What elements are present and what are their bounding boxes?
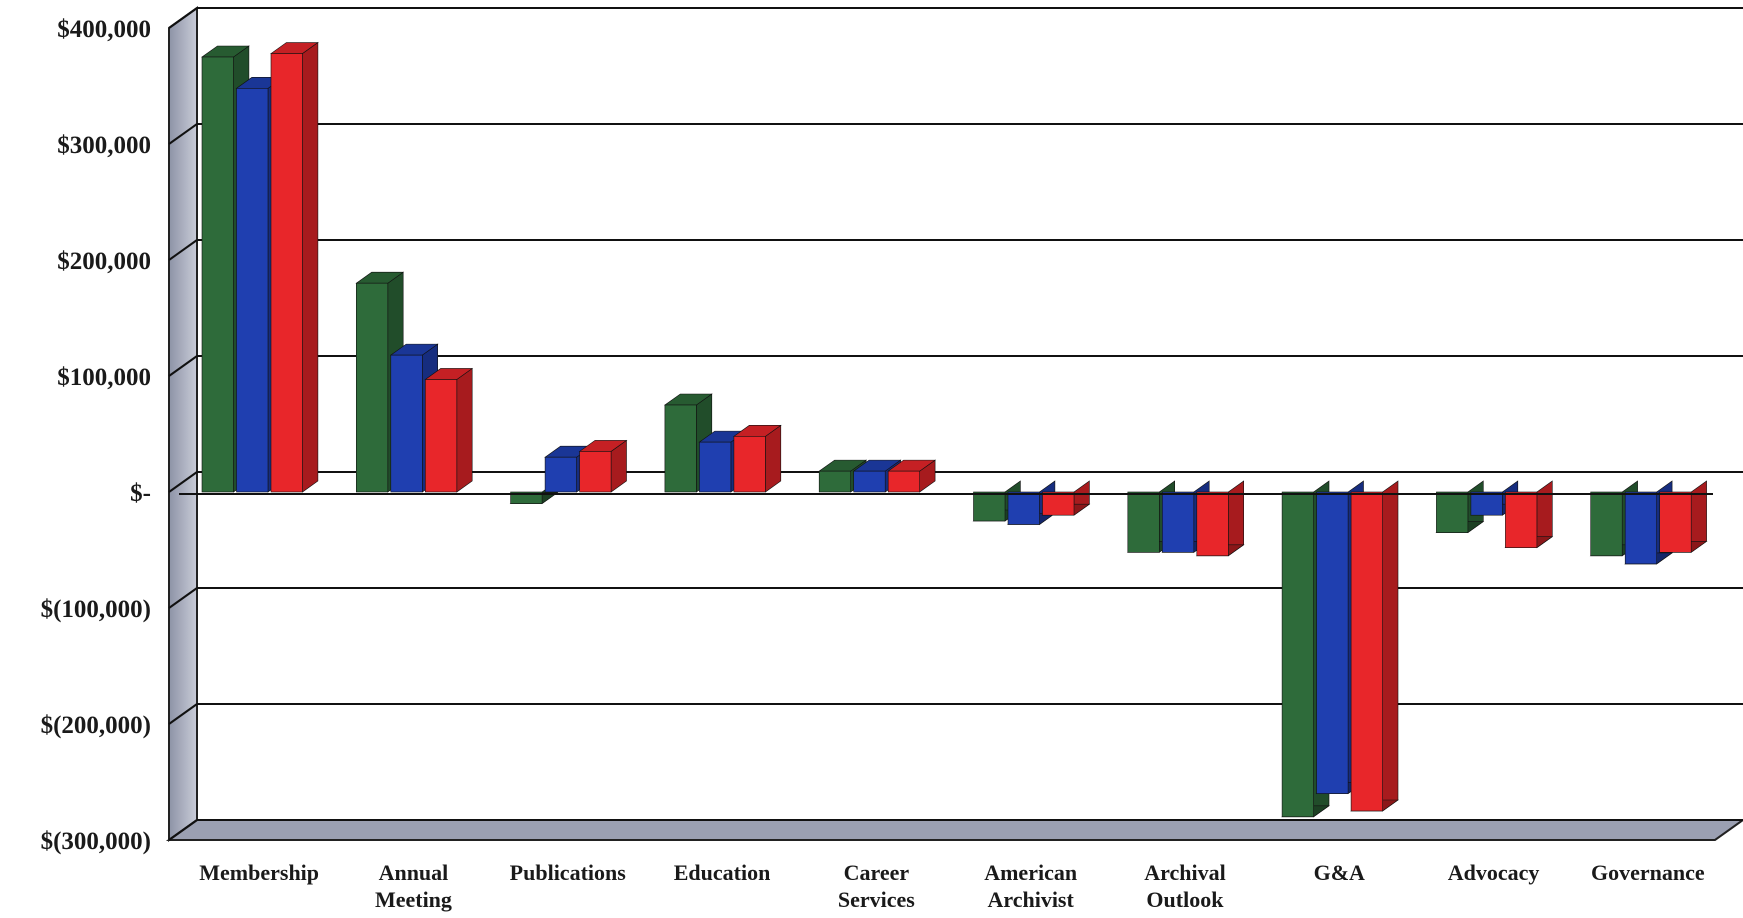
bar — [424, 367, 474, 493]
bar-front — [887, 470, 921, 493]
bar-front — [1350, 491, 1383, 812]
bar-front — [390, 354, 423, 493]
bar-front — [699, 441, 732, 493]
y-tick-label: $400,000 — [57, 16, 151, 43]
bar-side — [302, 41, 319, 493]
bar-front — [818, 470, 852, 493]
bar-front — [1590, 491, 1623, 557]
bar-front — [1281, 491, 1314, 818]
x-tick-label: Outlook — [1146, 887, 1224, 912]
bar — [578, 439, 628, 493]
x-tick-label: Education — [674, 860, 771, 885]
bar — [1504, 480, 1554, 549]
bar-front — [1624, 491, 1657, 565]
bar-front — [1162, 491, 1195, 553]
x-tick-label: G&A — [1314, 860, 1365, 885]
x-tick-label: Services — [838, 887, 915, 912]
wall-gridline — [168, 355, 198, 377]
bar-side — [1382, 480, 1399, 812]
bar-front — [579, 451, 612, 493]
bar — [1041, 480, 1091, 516]
x-tick-label: Meeting — [375, 887, 452, 912]
bar-side — [765, 424, 782, 493]
bar-front — [270, 53, 303, 493]
bar-front — [236, 88, 269, 493]
x-tick-label: Publications — [510, 860, 627, 885]
bar-front — [1007, 491, 1040, 525]
bar-front — [664, 404, 697, 493]
y-tick-label: $100,000 — [57, 364, 151, 391]
x-tick-label: Governance — [1591, 860, 1705, 885]
y-tick-label: $(100,000) — [41, 596, 151, 623]
wall-gridline — [168, 239, 198, 261]
bar-front — [1042, 491, 1075, 516]
bar-front — [1196, 491, 1229, 557]
x-tick-label: Archivist — [987, 887, 1074, 912]
wall-gridline — [168, 471, 198, 493]
bar — [1658, 480, 1708, 553]
bar-front — [201, 56, 234, 493]
bar-front — [424, 379, 458, 493]
bar-front — [355, 282, 389, 493]
x-tick-label: Career — [844, 860, 910, 885]
bar-front — [544, 456, 577, 493]
bar-front — [973, 491, 1006, 522]
bar — [887, 459, 937, 493]
x-tick-label: Membership — [199, 860, 319, 885]
y-tick-label: $200,000 — [57, 248, 151, 275]
y-tick-label: $(300,000) — [41, 828, 151, 855]
bar-side — [456, 367, 473, 493]
wall-gridline — [168, 819, 198, 841]
bar-front — [1127, 491, 1160, 553]
y-tick-label: $- — [130, 480, 151, 507]
bar-front — [1659, 491, 1692, 553]
wall-gridline — [168, 7, 198, 29]
bar — [270, 41, 319, 493]
bar-front — [510, 491, 543, 504]
x-tick-label: Advocacy — [1448, 860, 1540, 885]
bar — [1195, 480, 1245, 557]
y-tick-label: $(200,000) — [41, 712, 151, 739]
bar-front — [1316, 491, 1349, 794]
wall-gridline — [168, 587, 198, 609]
bar — [1350, 480, 1399, 812]
floor — [165, 819, 1743, 841]
x-tick-label: Archival — [1144, 860, 1225, 885]
bar-front — [853, 470, 886, 493]
wall-gridline — [168, 703, 198, 725]
y-tick-label: $300,000 — [57, 132, 151, 159]
bar-front — [733, 436, 766, 493]
wall-gridline — [168, 123, 198, 145]
bar-front — [1470, 491, 1503, 516]
x-tick-label: Annual — [379, 860, 449, 885]
bar-front — [1505, 491, 1538, 548]
x-tick-label: American — [984, 860, 1077, 885]
bar — [732, 424, 782, 493]
bar-front — [1436, 491, 1469, 533]
